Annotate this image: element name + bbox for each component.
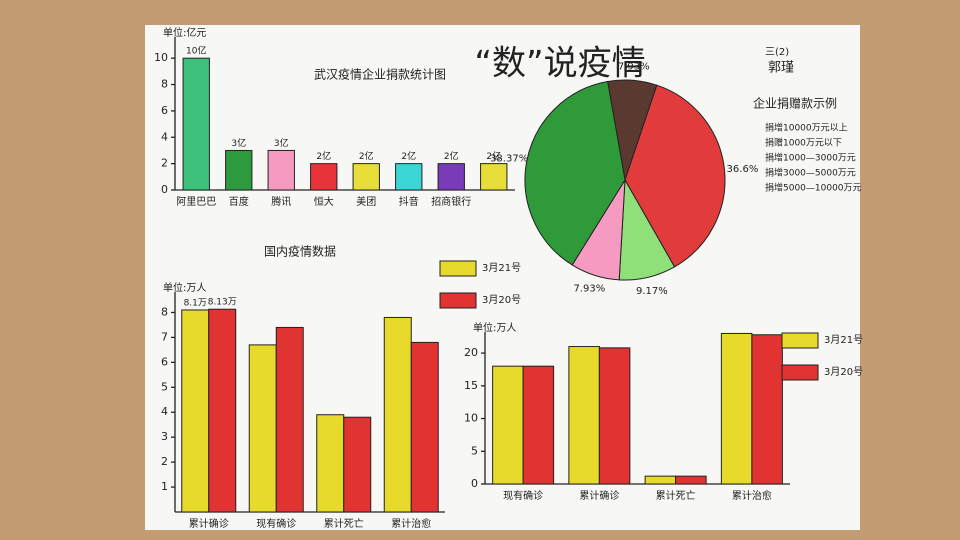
y-tick-label: 4 <box>161 405 168 418</box>
y-tick-label: 8 <box>161 305 168 318</box>
value-label: 3亿 <box>231 137 246 149</box>
value-label: 8.13万 <box>208 298 237 308</box>
legend-label: 3月21号 <box>824 334 863 346</box>
y-tick-label: 0 <box>161 183 168 196</box>
bar <box>720 332 753 485</box>
legend-swatch <box>439 292 477 309</box>
x-tick-label: 累计死亡 <box>324 517 364 530</box>
y-tick-label: 10 <box>464 412 478 425</box>
bar <box>395 163 423 191</box>
legend-label: 3月21号 <box>482 262 521 274</box>
legend-label: 捐赠1000万元以下 <box>765 137 842 149</box>
value-label: 8.1万 <box>184 298 207 308</box>
bar <box>437 163 465 191</box>
y-tick-label: 4 <box>161 130 168 143</box>
x-tick-label: 现有确诊 <box>503 489 543 502</box>
bar <box>675 475 707 485</box>
legend-swatch <box>439 260 477 277</box>
bar <box>644 475 677 485</box>
x-tick-label: 累计死亡 <box>656 489 696 502</box>
x-tick-label: 累计确诊 <box>189 517 229 530</box>
legend-label: 3月20号 <box>482 294 521 306</box>
bar <box>352 163 380 191</box>
y-tick-label: 20 <box>464 346 478 359</box>
y-axis-label: 单位:万人 <box>473 321 516 334</box>
bar <box>410 341 439 513</box>
y-tick-label: 10 <box>154 51 168 64</box>
value-label: 10亿 <box>186 45 206 57</box>
legend-label: 捐增10000万元以上 <box>765 122 848 134</box>
pie-slice <box>524 80 626 266</box>
value-label: 38.37% <box>490 153 528 164</box>
bar <box>310 163 338 191</box>
y-tick-label: 5 <box>471 444 478 457</box>
x-tick-label: 累计治愈 <box>732 489 772 502</box>
y-tick-label: 2 <box>161 157 168 170</box>
value-label: 9.17% <box>636 286 668 297</box>
bar <box>751 334 783 485</box>
bar <box>208 308 237 513</box>
value-label: 7.93% <box>618 61 650 72</box>
y-tick-label: 15 <box>464 379 478 392</box>
legend-swatch <box>781 364 819 381</box>
y-tick-label: 8 <box>161 78 168 91</box>
chart-title: 国内疫情数据 <box>264 244 336 259</box>
legend-swatch <box>781 332 819 349</box>
y-tick-label: 7 <box>161 330 168 343</box>
y-tick-label: 6 <box>161 355 168 368</box>
x-tick-label: 腾讯 <box>271 195 291 208</box>
x-tick-label: 招商银行 <box>431 195 471 208</box>
y-axis-label: 单位:亿元 <box>163 26 206 39</box>
value-label: 2亿 <box>316 150 331 162</box>
bar <box>267 149 295 191</box>
bar <box>492 365 524 485</box>
bar <box>248 344 277 513</box>
legend-label: 捐增1000—3000万元 <box>765 152 856 164</box>
bar <box>598 347 631 485</box>
bar <box>181 309 210 513</box>
y-tick-label: 5 <box>161 380 168 393</box>
value-label: 2亿 <box>444 150 459 162</box>
x-tick-label: 累计确诊 <box>579 489 619 502</box>
chart-title: 企业捐赠款示例 <box>753 96 837 111</box>
y-tick-label: 0 <box>471 477 478 490</box>
bar <box>225 149 253 191</box>
x-tick-label: 百度 <box>229 195 249 208</box>
bar <box>568 346 600 485</box>
x-tick-label: 累计治愈 <box>391 517 431 530</box>
x-tick-label: 美团 <box>356 195 376 208</box>
legend-label: 3月20号 <box>824 366 863 378</box>
bar <box>275 326 304 513</box>
chart-title: 武汉疫情企业捐款统计图 <box>314 67 446 82</box>
y-tick-label: 6 <box>161 104 168 117</box>
bar <box>522 365 555 485</box>
legend-label: 捐增3000—5000万元 <box>765 167 856 179</box>
bar <box>383 316 412 513</box>
value-label: 2亿 <box>359 150 374 162</box>
value-label: 3亿 <box>274 137 289 149</box>
y-tick-label: 3 <box>161 430 168 443</box>
bar <box>480 163 508 191</box>
x-tick-label: 现有确诊 <box>256 517 296 530</box>
y-axis-label: 单位:万人 <box>163 281 206 294</box>
bar <box>316 414 345 513</box>
x-tick-label: 阿里巴巴 <box>176 196 216 208</box>
poster-title: “数”说疫情 <box>474 44 645 84</box>
author: 郭瑾 <box>768 60 794 76</box>
value-label: 7.93% <box>573 284 605 295</box>
legend-label: 捐增5000—10000万元 <box>765 182 862 194</box>
value-label: 2亿 <box>401 150 416 162</box>
y-tick-label: 1 <box>161 480 168 493</box>
value-label: 36.6% <box>727 164 759 175</box>
bar <box>182 57 210 191</box>
x-tick-label: 恒大 <box>314 195 334 208</box>
bar <box>343 416 372 513</box>
pie-slice <box>624 84 726 268</box>
value-label: 2亿 <box>486 150 501 162</box>
class: 三(2) <box>765 47 789 58</box>
y-tick-label: 2 <box>161 455 168 468</box>
x-tick-label: 抖音 <box>399 195 419 208</box>
